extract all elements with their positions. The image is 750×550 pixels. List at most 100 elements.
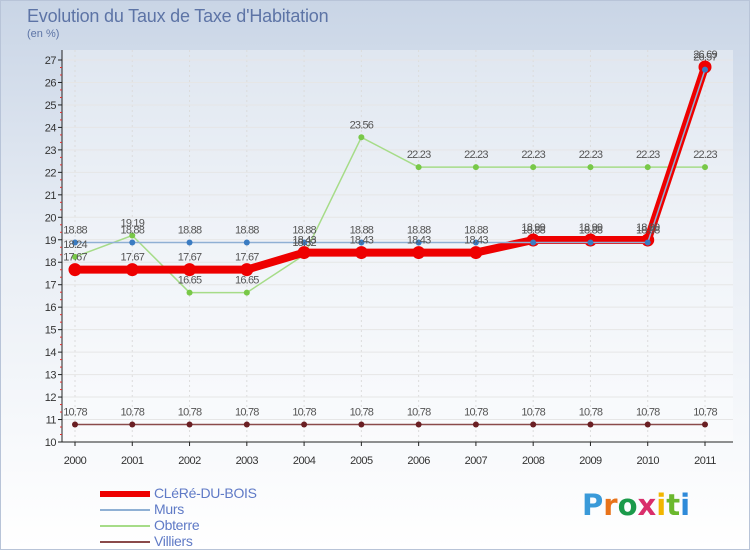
data-point — [301, 239, 308, 246]
data-label: 23.56 — [350, 119, 374, 131]
data-label: 18.88 — [63, 224, 87, 236]
data-point — [243, 239, 250, 246]
data-label: 22.23 — [464, 149, 488, 161]
y-tick-label: 20 — [45, 212, 57, 224]
y-tick-label: 22 — [45, 167, 57, 179]
data-point — [186, 289, 193, 296]
data-label: 10.78 — [579, 406, 603, 418]
data-point — [358, 134, 365, 141]
logo-letter: P — [582, 488, 604, 522]
data-point — [72, 239, 78, 246]
data-label: 10.78 — [521, 406, 545, 418]
data-point — [186, 421, 193, 428]
data-point — [644, 164, 651, 171]
data-label: 18.43 — [464, 235, 488, 247]
data-label: 18.43 — [407, 235, 431, 247]
plot-area — [62, 50, 733, 442]
data-point — [72, 253, 78, 260]
data-label: 18.88 — [350, 224, 374, 236]
data-label: 17.67 — [235, 252, 259, 264]
y-tick-label: 13 — [45, 370, 57, 382]
data-label: 19.19 — [121, 217, 145, 229]
legend-label: Obterre — [154, 517, 200, 533]
y-tick-label: 12 — [45, 392, 57, 404]
data-point — [472, 421, 479, 428]
chart-unit: (en %) — [27, 28, 60, 40]
data-point — [125, 263, 139, 277]
data-point — [301, 421, 308, 428]
data-label: 10.78 — [636, 406, 660, 418]
y-tick-label: 25 — [45, 100, 57, 112]
series-line — [75, 69, 706, 244]
legend-label: Villiers — [154, 533, 193, 549]
y-tick-label: 26 — [45, 77, 57, 89]
x-tick-label: 2007 — [465, 455, 488, 467]
data-label: 10.78 — [178, 406, 202, 418]
data-point — [240, 263, 254, 277]
legend-label: CLéRé-DU-BOIS — [154, 485, 257, 501]
data-label: 18.88 — [292, 224, 316, 236]
series-murs — [72, 66, 708, 246]
data-point — [186, 239, 193, 246]
x-tick-label: 2005 — [350, 455, 373, 467]
data-label: 10.78 — [350, 406, 374, 418]
data-point — [412, 246, 426, 260]
data-label: 18.88 — [464, 224, 488, 236]
data-label: 18.88 — [178, 224, 202, 236]
legend-swatch-clere — [100, 491, 150, 497]
series-line — [74, 136, 705, 294]
data-label: 18.99 — [579, 222, 603, 234]
data-label: 18.88 — [235, 224, 259, 236]
data-point — [72, 421, 78, 428]
data-label: 10.78 — [693, 406, 717, 418]
data-label: 10.78 — [292, 406, 316, 418]
data-point — [702, 164, 708, 171]
data-label: 18.99 — [636, 222, 660, 234]
data-label: 10.78 — [121, 406, 145, 418]
data-point — [472, 239, 479, 246]
x-tick-label: 2010 — [636, 455, 659, 467]
data-point — [358, 421, 365, 428]
x-tick-label: 2003 — [236, 455, 259, 467]
y-tick-label: 11 — [46, 415, 57, 427]
data-point — [530, 421, 537, 428]
x-tick-label: 2006 — [407, 455, 430, 467]
chart-title: Evolution du Taux de Taxe d'Habitation — [27, 6, 329, 26]
data-label: 17.67 — [178, 252, 202, 264]
data-point — [243, 421, 250, 428]
data-label: 22.23 — [579, 149, 603, 161]
data-label: 22.23 — [521, 149, 545, 161]
data-label: 18.43 — [350, 235, 374, 247]
data-label: 18.88 — [407, 224, 431, 236]
legend-label: Murs — [154, 501, 184, 517]
y-tick-label: 23 — [45, 145, 57, 157]
data-point — [702, 421, 708, 428]
data-point — [415, 421, 422, 428]
logo-letter: o — [617, 488, 638, 522]
data-point — [469, 246, 483, 260]
y-tick-label: 10 — [45, 437, 57, 449]
x-tick-label: 2002 — [178, 455, 201, 467]
data-point — [587, 164, 594, 171]
x-tick-label: 2011 — [694, 455, 716, 467]
y-tick-label: 24 — [45, 122, 57, 134]
data-point — [644, 239, 651, 246]
data-label: 18.24 — [63, 239, 87, 251]
y-tick-label: 27 — [45, 55, 57, 67]
data-label: 18.88 — [579, 224, 603, 236]
data-point — [587, 239, 594, 246]
data-label: 16.65 — [178, 275, 202, 287]
data-label: 10.78 — [407, 406, 431, 418]
x-tick-label: 2001 — [121, 455, 144, 467]
data-point — [472, 164, 479, 171]
data-label: 18.88 — [121, 224, 145, 236]
data-label: 18.99 — [521, 222, 545, 234]
data-point — [530, 164, 537, 171]
y-tick-label: 14 — [45, 347, 57, 359]
y-tick-label: 18 — [45, 257, 57, 269]
data-point — [415, 164, 422, 171]
data-point — [129, 239, 136, 246]
data-point — [587, 421, 594, 428]
